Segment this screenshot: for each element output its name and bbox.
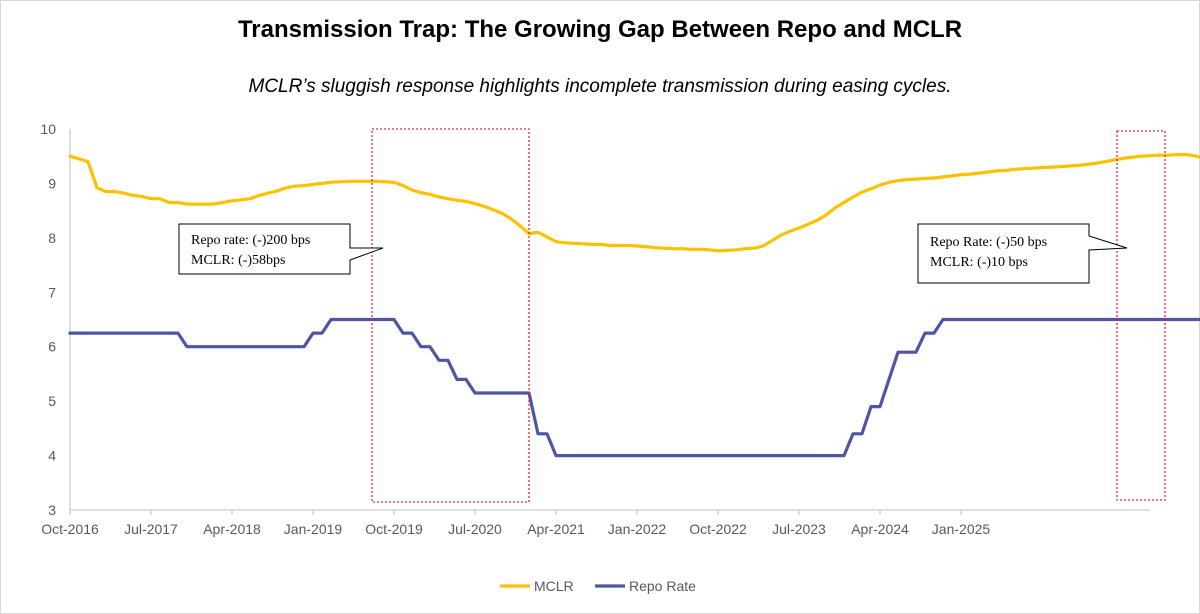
x-tick-label: Jul-2017	[124, 521, 178, 537]
y-tick-label: 3	[48, 502, 56, 518]
y-tick-label: 5	[48, 393, 56, 409]
x-tick-label: Jan-2025	[932, 521, 991, 537]
x-tick-label: Oct-2022	[689, 521, 747, 537]
series-lines	[68, 153, 1200, 458]
x-tick-label: Jan-2022	[608, 521, 667, 537]
x-axis-ticks: Oct-2016 Jul-2017 Apr-2018 Jan-2019 Oct-2019…	[41, 510, 990, 537]
x-tick-label: Apr-2018	[203, 521, 261, 537]
y-tick-label: 7	[48, 284, 56, 300]
callout-box	[178, 223, 384, 275]
callout-line: MCLR: (-)58bps	[191, 253, 286, 268]
x-tick-label: Jul-2020	[448, 521, 502, 537]
series-line-mclr	[68, 153, 1200, 253]
y-axis-ticks: 3 4 5 6 7 8 9 10	[40, 121, 56, 518]
x-tick-label: Apr-2021	[527, 521, 585, 537]
series-line-repo-rate	[68, 317, 1200, 458]
legend-label: MCLR	[534, 578, 574, 594]
callout-line: Repo Rate: (-)50 bps	[930, 235, 1047, 250]
callout-line: MCLR: (-)10 bps	[930, 255, 1028, 270]
callout-2025: Repo Rate: (-)50 bps MCLR: (-)10 bps	[917, 223, 1128, 284]
y-tick-label: 6	[48, 339, 56, 355]
axes	[69, 129, 1150, 511]
highlight-box-easing-2025	[1116, 130, 1166, 501]
x-tick-label: Jul-2023	[772, 521, 826, 537]
y-tick-label: 4	[48, 448, 56, 464]
y-tick-label: 8	[48, 230, 56, 246]
callout-box	[917, 223, 1128, 284]
callout-2019: Repo rate: (-)200 bps MCLR: (-)58bps	[178, 223, 384, 275]
callout-line: Repo rate: (-)200 bps	[191, 233, 310, 248]
chart-subtitle: MCLR’s sluggish response highlights inco…	[248, 76, 952, 97]
y-tick-label: 9	[48, 175, 56, 191]
highlight-box-easing-2019	[371, 128, 530, 503]
x-tick-label: Oct-2019	[365, 521, 423, 537]
x-tick-label: Apr-2024	[851, 521, 909, 537]
chart-title: Transmission Trap: The Growing Gap Betwe…	[237, 16, 963, 43]
x-tick-label: Oct-2016	[41, 521, 99, 537]
y-tick-label: 10	[40, 121, 56, 137]
x-tick-label: Jan-2019	[284, 521, 343, 537]
legend-label: Repo Rate	[629, 578, 696, 594]
legend: MCLR Repo Rate	[500, 578, 696, 594]
